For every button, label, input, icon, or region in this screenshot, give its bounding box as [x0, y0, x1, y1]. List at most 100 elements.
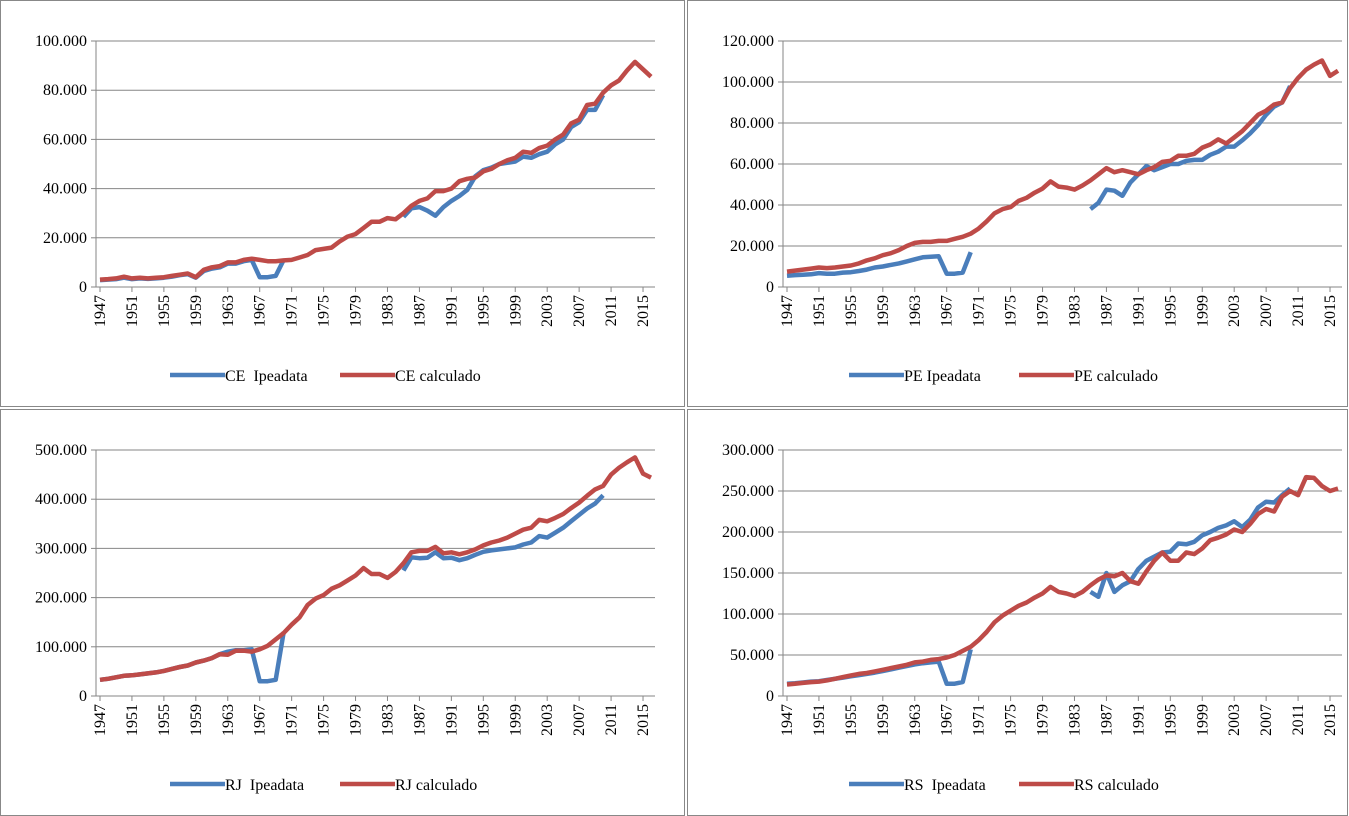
x-tick-label: 1983 [1066, 295, 1083, 327]
x-tick-label: 1955 [843, 295, 860, 327]
x-tick-label: 2011 [1290, 704, 1307, 735]
y-tick-label: 0 [766, 279, 774, 296]
legend-label: PE Ipeadata [904, 368, 981, 385]
y-tick-label: 500.000 [35, 442, 87, 459]
chart: 0 20.000 40.000 60.000 80.000 100.000 120.000 1… [722, 33, 1342, 385]
x-tick-label: 1995 [475, 704, 492, 736]
data-line [99, 493, 605, 684]
x-tick-label: 2011 [603, 295, 620, 326]
x-tick-label: 2015 [1322, 295, 1339, 327]
x-tick-label: 1983 [379, 704, 396, 736]
x-tick-label: 1975 [1003, 295, 1020, 327]
x-tick-label: 2003 [1226, 704, 1243, 736]
x-tick-label: 1991 [1130, 295, 1147, 327]
x-tick-label: 2015 [1322, 704, 1339, 736]
legend-label: PE calculado [1074, 368, 1158, 385]
y-tick-label: 150.000 [722, 565, 774, 582]
y-tick-label: 100.000 [722, 606, 774, 623]
y-tick-label: 60.000 [730, 156, 774, 173]
x-tick-label: 1991 [443, 295, 460, 327]
x-tick-label: 1959 [188, 295, 205, 327]
y-tick-label: 40.000 [730, 197, 774, 214]
y-tick-label: 20.000 [43, 230, 87, 247]
y-tick-label: 200.000 [35, 590, 87, 607]
data-line [99, 455, 653, 683]
y-tick-label: 80.000 [43, 82, 87, 99]
y-tick-label: 50.000 [730, 647, 774, 664]
y-tick-label: 120.000 [722, 33, 774, 50]
x-tick-label: 1987 [1098, 295, 1115, 327]
x-tick-label: 1975 [316, 295, 333, 327]
y-tick-label: 0 [79, 688, 87, 705]
x-tick-label: 1959 [875, 704, 892, 736]
x-tick-label: 1983 [1066, 704, 1083, 736]
x-tick-label: 2003 [539, 704, 556, 736]
x-tick-label: 1999 [507, 295, 524, 327]
x-tick-label: 1995 [1162, 704, 1179, 736]
y-tick-label: 300.000 [35, 540, 87, 557]
x-tick-label: 1967 [252, 704, 269, 736]
y-tick-label: 40.000 [43, 181, 87, 198]
x-tick-label: 1963 [907, 295, 924, 327]
x-tick-label: 1971 [284, 295, 301, 327]
y-tick-label: 100.000 [35, 639, 87, 656]
x-tick-label: 1971 [971, 295, 988, 327]
x-tick-label: 1971 [971, 704, 988, 736]
panel-border [687, 0, 1348, 407]
x-tick-label: 1999 [1194, 295, 1211, 327]
x-tick-label: 1987 [1098, 704, 1115, 736]
data-line [99, 94, 606, 283]
legend-label: CE Ipeadata [225, 368, 308, 385]
y-tick-label: 100.000 [722, 74, 774, 91]
panel-border [0, 0, 685, 407]
x-tick-label: 1967 [252, 295, 269, 327]
chart: 0 50.000 100.000 150.000 200.000 250.000 300.0… [722, 442, 1342, 794]
legend-label: RJ calculado [395, 777, 477, 794]
legend-label: RS Ipeadata [904, 777, 986, 794]
x-tick-label: 1947 [92, 704, 109, 736]
x-tick-label: 1951 [811, 704, 828, 736]
x-tick-label: 1963 [907, 704, 924, 736]
x-tick-label: 1987 [411, 704, 428, 736]
x-tick-label: 1955 [843, 704, 860, 736]
data-line [99, 59, 653, 282]
x-tick-label: 2007 [571, 295, 588, 327]
x-tick-label: 1947 [92, 295, 109, 327]
x-tick-label: 2015 [635, 704, 652, 736]
x-tick-label: 1959 [188, 704, 205, 736]
legend-label: RJ Ipeadata [225, 777, 304, 794]
data-line [786, 474, 1339, 687]
x-tick-label: 1963 [220, 295, 237, 327]
x-tick-label: 2003 [1226, 295, 1243, 327]
x-tick-label: 1979 [1035, 295, 1052, 327]
panel-border [687, 409, 1348, 816]
x-tick-label: 1979 [1035, 704, 1052, 736]
x-tick-label: 1995 [475, 295, 492, 327]
x-tick-label: 1987 [411, 295, 428, 327]
x-tick-label: 1971 [284, 704, 301, 736]
x-tick-label: 1963 [220, 704, 237, 736]
x-tick-label: 1955 [156, 295, 173, 327]
y-tick-label: 300.000 [722, 442, 774, 459]
x-tick-label: 1991 [1130, 704, 1147, 736]
x-tick-label: 1951 [811, 295, 828, 327]
x-tick-label: 1955 [156, 704, 173, 736]
x-tick-label: 1979 [348, 704, 365, 736]
y-tick-label: 80.000 [730, 115, 774, 132]
x-tick-label: 2011 [603, 704, 620, 735]
x-tick-label: 1975 [316, 704, 333, 736]
y-tick-label: 0 [79, 279, 87, 296]
x-tick-label: 2015 [635, 295, 652, 327]
x-tick-label: 1995 [1162, 295, 1179, 327]
y-tick-label: 400.000 [35, 491, 87, 508]
x-tick-label: 1951 [124, 704, 141, 736]
chart: 0 20.000 40.000 60.000 80.000 100.000 1947 1951… [35, 33, 655, 385]
x-tick-label: 2007 [1258, 704, 1275, 736]
x-tick-label: 2007 [1258, 295, 1275, 327]
y-tick-label: 0 [766, 688, 774, 705]
y-tick-label: 100.000 [35, 33, 87, 50]
x-tick-label: 1999 [507, 704, 524, 736]
x-tick-label: 1951 [124, 295, 141, 327]
x-tick-label: 2007 [571, 704, 588, 736]
